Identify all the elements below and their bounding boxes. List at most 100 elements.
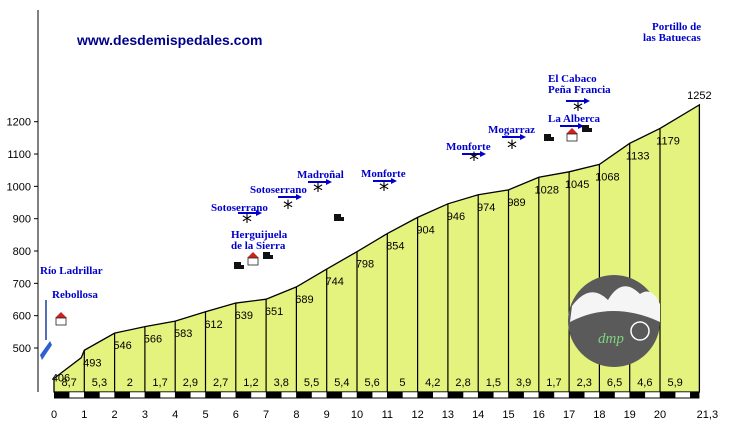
arrow-icon — [256, 210, 262, 216]
altitude-label: 1068 — [595, 171, 619, 183]
y-tick-label: 800 — [13, 246, 31, 258]
km-bar-black — [296, 392, 312, 398]
km-bar-black — [538, 392, 554, 398]
gradient-label: 1,7 — [546, 377, 561, 389]
km-bar-white — [190, 391, 206, 399]
x-tick-label: 11 — [382, 409, 393, 421]
km-bar-white — [432, 391, 449, 399]
altitude-label: 854 — [386, 241, 404, 253]
y-tick-label: 600 — [13, 311, 31, 323]
x-tick-label: 6 — [233, 409, 239, 421]
x-tick-label: 18 — [593, 409, 605, 421]
place-label: El Cabaco — [548, 73, 597, 85]
y-tick-label: 1200 — [7, 117, 31, 129]
altitude-label: 1045 — [565, 179, 589, 191]
x-tick-label: 10 — [351, 409, 363, 421]
km-bar-white — [493, 391, 509, 399]
gradient-label: 4,6 — [637, 377, 652, 389]
arrow-icon — [578, 123, 584, 129]
house-icon — [55, 317, 67, 326]
x-tick-label: 20 — [654, 409, 666, 421]
km-bar-black — [417, 392, 433, 398]
arrow-icon — [480, 151, 486, 157]
star-icon: * — [469, 148, 479, 172]
x-tick-label: 9 — [324, 409, 330, 421]
place-label: Portillo de — [652, 21, 701, 33]
km-bar-black — [660, 392, 676, 398]
x-tick-label: 15 — [502, 409, 514, 421]
altitude-label: 1133 — [626, 150, 650, 162]
house-icon — [247, 257, 259, 266]
km-bar-black — [508, 392, 524, 398]
km-bar-black — [235, 392, 251, 398]
place-label: Mogarraz — [488, 124, 535, 136]
altitude-label: 989 — [507, 197, 525, 209]
altitude-label: 1028 — [535, 184, 559, 196]
gradient-label: 5 — [399, 377, 405, 389]
arrow-icon — [584, 98, 590, 104]
star-icon: * — [242, 210, 252, 234]
flag-icon — [263, 252, 270, 259]
flag-icon — [270, 255, 273, 259]
km-bar-white — [220, 391, 237, 399]
km-bar-white — [250, 391, 267, 399]
arrow-icon — [391, 178, 397, 184]
icons: * * * * * * * — [40, 98, 592, 360]
flag-icon — [582, 125, 589, 132]
place-label: Madroñal — [297, 169, 344, 181]
gradient-label: 6,5 — [607, 377, 622, 389]
altitude-label: 946 — [447, 211, 465, 223]
place-label: Rebollosa — [52, 289, 98, 301]
y-tick-label: 700 — [13, 278, 31, 290]
km-bar-black — [266, 392, 282, 398]
place-label: Monforte — [361, 168, 406, 180]
gradient-label: 1,5 — [486, 377, 501, 389]
km-bar-black — [569, 392, 585, 398]
km-bar-black — [84, 392, 100, 398]
arrow-icon — [326, 179, 332, 185]
gradient-label: 2,7 — [213, 377, 228, 389]
house-icon — [55, 312, 67, 318]
star-icon: * — [379, 178, 389, 202]
x-tick-label: 16 — [533, 409, 545, 421]
altitude-label: 651 — [265, 306, 283, 318]
km-bar-black — [54, 392, 70, 398]
altitude-label: 798 — [356, 259, 374, 271]
gradient-label: 5,4 — [334, 377, 349, 389]
place-label: de la Sierra — [231, 240, 286, 252]
altitude-label: 493 — [83, 357, 101, 369]
x-tick-label: 8 — [293, 409, 299, 421]
altitude-label: 566 — [144, 334, 162, 346]
x-tick-label: 5 — [202, 409, 208, 421]
house-icon — [566, 128, 578, 134]
km-bar-white — [159, 391, 176, 399]
altitude-label: 583 — [174, 328, 192, 340]
km-bar-black — [144, 392, 161, 398]
km-bar-white — [523, 391, 540, 399]
gradient-label: 5,3 — [92, 377, 107, 389]
km-bar-white — [99, 391, 115, 399]
logo: dmp — [568, 275, 660, 367]
place-label: Monforte — [446, 141, 491, 153]
y-tick-label: 500 — [13, 343, 31, 355]
km-bar-white — [68, 391, 85, 399]
altitude-label: 406 — [52, 372, 70, 384]
km-bar-black — [629, 392, 645, 398]
km-bar-black — [447, 392, 464, 398]
km-bar-white — [341, 391, 358, 399]
arrow-icon — [296, 194, 302, 200]
profile-area — [53, 103, 701, 399]
flag-icon — [589, 128, 592, 132]
place-label: Río Ladrillar — [40, 265, 103, 277]
gradient-label: 5,6 — [365, 377, 380, 389]
y-tick-label: 900 — [13, 214, 31, 226]
gradient-label: 2,9 — [183, 377, 198, 389]
x-tick-label: 4 — [172, 409, 178, 421]
altitude-label: 974 — [477, 202, 495, 214]
flag-icon — [341, 217, 344, 221]
flag-icon — [241, 265, 244, 269]
km-bar-white — [462, 391, 479, 399]
km-bar-black — [599, 392, 615, 398]
